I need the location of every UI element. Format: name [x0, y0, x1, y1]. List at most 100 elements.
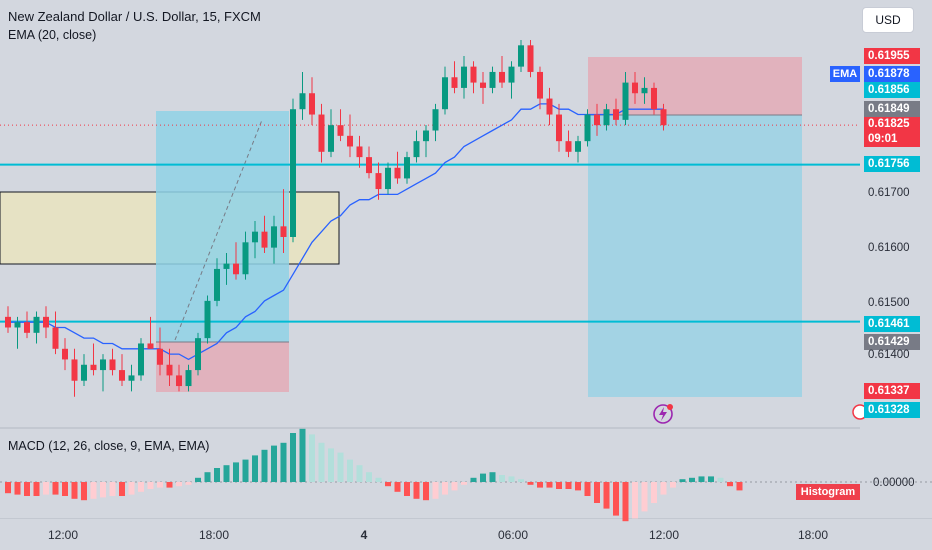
candle-body [271, 226, 277, 248]
candle-26 [252, 221, 258, 259]
macd-bar-77 [736, 482, 743, 491]
candle-body [147, 343, 154, 349]
macd-bar-3 [33, 482, 40, 496]
candle-body [594, 114, 600, 126]
candle-body [527, 45, 534, 72]
macd-bar-19 [185, 482, 192, 485]
candle-2 [24, 311, 30, 339]
chart-title: New Zealand Dollar / U.S. Dollar, 15, FX… [8, 9, 261, 24]
candle-49 [470, 61, 477, 94]
macd-bar-74 [708, 476, 714, 482]
candle-14 [138, 338, 144, 381]
candle-54 [518, 40, 524, 72]
candle-body [489, 71, 496, 88]
alert-dot-icon [667, 404, 673, 410]
candle-48 [461, 55, 467, 99]
price-tag-3: 0.61849 [864, 101, 920, 117]
macd-bar-11 [109, 482, 116, 496]
macd-legend[interactable]: MACD (12, 26, close, 9, EMA, EMA) [8, 439, 210, 453]
candle-56 [537, 66, 543, 110]
candle-0 [5, 306, 11, 333]
candle-60 [575, 135, 581, 163]
candle-body [81, 364, 87, 381]
candle-35 [337, 109, 344, 142]
currency-button[interactable]: USD [862, 7, 914, 33]
macd-zero-label: 0.00000 [873, 477, 915, 489]
macd-bar-2 [24, 482, 30, 496]
candle-body [632, 82, 638, 94]
macd-bar-23 [223, 465, 230, 482]
candle-24 [233, 242, 239, 280]
macd-bar-61 [584, 482, 591, 496]
macd-bar-70 [670, 482, 676, 488]
macd-bar-65 [622, 482, 629, 522]
y-tick-label: 0.61400 [868, 349, 910, 361]
macd-bar-24 [233, 462, 239, 482]
candle-body [470, 66, 477, 83]
ema-legend[interactable]: EMA (20, close) [8, 28, 97, 42]
candle-body [603, 109, 610, 126]
macd-bar-35 [337, 452, 344, 482]
macd-bar-60 [575, 482, 581, 491]
macd-bar-39 [375, 477, 382, 482]
candle-body [214, 268, 220, 301]
macd-bar-50 [480, 473, 486, 482]
candle-28 [271, 215, 277, 264]
candle-body [366, 157, 372, 174]
macd-bar-21 [204, 472, 211, 482]
candle-body [508, 66, 515, 83]
x-tick-label: 4 [360, 528, 368, 542]
candle-body [195, 338, 201, 371]
candle-53 [508, 61, 515, 99]
macd-bar-75 [717, 477, 724, 482]
candle-body [128, 375, 135, 381]
macd-bar-49 [470, 477, 477, 482]
candle-body [290, 109, 296, 237]
macd-bar-38 [366, 472, 372, 482]
candle-body [33, 316, 40, 333]
candle-body [347, 135, 353, 147]
candle-42 [404, 151, 410, 184]
candle-55 [527, 40, 534, 78]
candle-body [14, 322, 21, 328]
lightning-icon-ring [653, 404, 673, 424]
macd-bar-14 [138, 482, 144, 492]
macd-bar-27 [261, 449, 268, 482]
candle-40 [385, 162, 391, 195]
macd-bar-73 [698, 476, 705, 482]
candle-body [480, 82, 486, 88]
macd-bar-72 [689, 477, 695, 482]
candle-5 [52, 311, 59, 355]
price-tag-4: 0.61825 09:01 [864, 117, 920, 147]
candle-62 [594, 103, 600, 136]
candle-body [461, 66, 467, 88]
candle-7 [71, 348, 78, 397]
ema-badge: EMA [830, 66, 860, 82]
macd-bar-45 [432, 482, 439, 499]
macd-bar-8 [81, 482, 87, 501]
candle-38 [366, 146, 372, 179]
candle-body [309, 93, 315, 115]
candle-body [242, 242, 249, 275]
pane-separator [0, 427, 860, 429]
candle-15 [147, 316, 154, 349]
candle-body [100, 359, 106, 371]
candle-34 [328, 109, 334, 158]
candle-8 [81, 354, 87, 387]
candle-17 [166, 348, 173, 387]
macd-bar-58 [556, 482, 562, 489]
candlesticks [5, 40, 667, 397]
price-tag-6: 0.61461 [864, 316, 920, 332]
candle-3 [33, 311, 40, 344]
candle-32 [309, 77, 315, 126]
price-tag-1: 0.61878 [864, 66, 920, 82]
x-tick-label: 12:00 [47, 528, 79, 542]
price-tag-8: 0.61337 [864, 383, 920, 399]
candle-body [356, 146, 363, 158]
macd-bar-12 [119, 482, 125, 496]
macd-bar-22 [214, 468, 220, 482]
candle-33 [318, 103, 325, 163]
candle-body [71, 359, 78, 381]
candle-body [537, 71, 543, 99]
